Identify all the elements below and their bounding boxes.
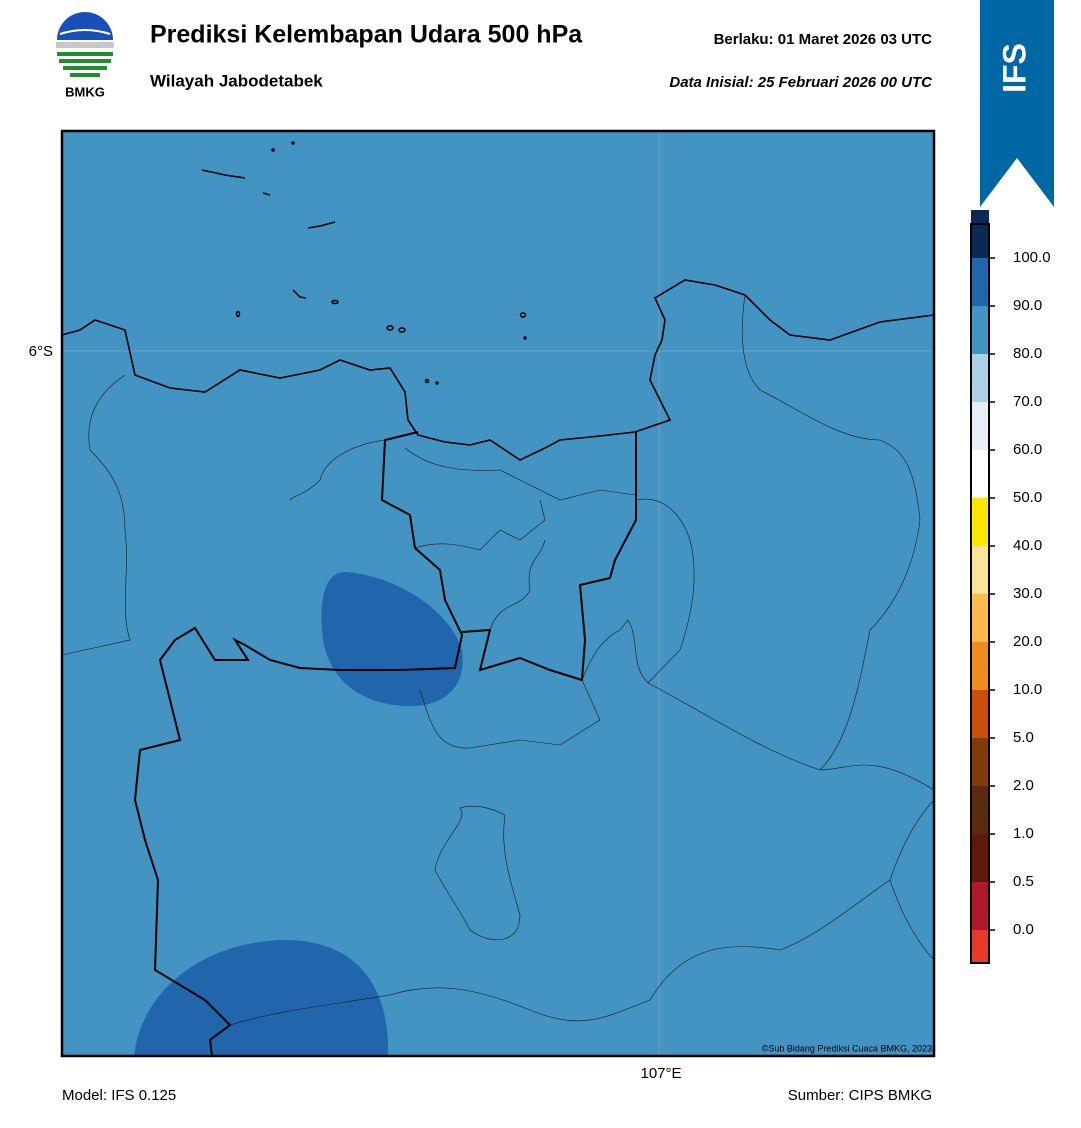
footer-source: Sumber: CIPS BMKG bbox=[788, 1087, 932, 1104]
colorbar-label: 0.0 bbox=[1013, 921, 1034, 938]
islands bbox=[201, 141, 527, 385]
subtitle: Wilayah Jabodetabek bbox=[150, 71, 323, 90]
province-boundary bbox=[461, 432, 637, 682]
colorbar-segment bbox=[971, 354, 989, 402]
district-boundaries bbox=[62, 294, 934, 1026]
colorbar-label: 5.0 bbox=[1013, 729, 1034, 746]
colorbar-segment bbox=[971, 930, 989, 963]
colorbar-label: 70.0 bbox=[1013, 393, 1042, 410]
colorbar-segment bbox=[971, 546, 989, 594]
footer-model: Model: IFS 0.125 bbox=[62, 1087, 176, 1104]
colorbar-segment bbox=[971, 786, 989, 834]
map-frame bbox=[60, 129, 936, 1058]
colorbar-segment bbox=[971, 834, 989, 882]
colorbar-label: 90.0 bbox=[1013, 297, 1042, 314]
copyright: ©Sub Bidang Prediksi Cuaca BMKG, 2023 bbox=[762, 1043, 932, 1053]
model-tag: IFS bbox=[996, 43, 1032, 93]
bmkg-logo: BMKG bbox=[56, 12, 114, 99]
logo-text: BMKG bbox=[65, 84, 105, 99]
colorbar-label: 100.0 bbox=[1013, 249, 1051, 266]
colorbar-label: 2.0 bbox=[1013, 777, 1034, 794]
colorbar-label: 80.0 bbox=[1013, 345, 1042, 362]
colorbar: 0.0 0.5 1.0 2.0 5.0 10.0 20.0 30.0 40.0 50.0 60.0 7… bbox=[970, 210, 1051, 964]
colorbar-label: 40.0 bbox=[1013, 537, 1042, 554]
province-boundary bbox=[133, 431, 464, 1056]
colorbar-label: 60.0 bbox=[1013, 441, 1042, 458]
map: ©Sub Bidang Prediksi Cuaca BMKG, 2023 bbox=[62, 131, 934, 1056]
humidity-high bbox=[134, 939, 389, 1056]
colorbar-segment bbox=[971, 498, 989, 546]
colorbar-segment bbox=[971, 690, 989, 738]
colorbar-segment bbox=[971, 306, 989, 354]
humidity-high bbox=[321, 572, 463, 707]
colorbar-label: 30.0 bbox=[1013, 585, 1042, 602]
colorbar-segment bbox=[971, 258, 989, 306]
humidity-field bbox=[62, 131, 934, 1056]
valid-time: Berlaku: 01 Maret 2026 03 UTC bbox=[714, 31, 933, 48]
colorbar-segment bbox=[971, 594, 989, 642]
title: Prediksi Kelembapan Udara 500 hPa bbox=[150, 21, 583, 49]
colorbar-segment bbox=[971, 450, 989, 498]
init-time: Data Inisial: 25 Februari 2026 00 UTC bbox=[669, 74, 933, 91]
colorbar-label: 0.5 bbox=[1013, 873, 1034, 890]
colorbar-label: 50.0 bbox=[1013, 489, 1042, 506]
colorbar-segment bbox=[971, 882, 989, 930]
colorbar-segment bbox=[971, 210, 989, 258]
colorbar-segment bbox=[971, 642, 989, 690]
colorbar-label: 20.0 bbox=[1013, 633, 1042, 650]
model-ribbon bbox=[980, 0, 1054, 207]
colorbar-label: 1.0 bbox=[1013, 825, 1034, 842]
colorbar-segment bbox=[971, 402, 989, 450]
colorbar-label: 10.0 bbox=[1013, 681, 1042, 698]
coastline bbox=[62, 279, 934, 461]
colorbar-segment bbox=[971, 738, 989, 786]
lon-label: 107°E bbox=[640, 1065, 681, 1082]
lat-label: 6°S bbox=[29, 343, 53, 360]
